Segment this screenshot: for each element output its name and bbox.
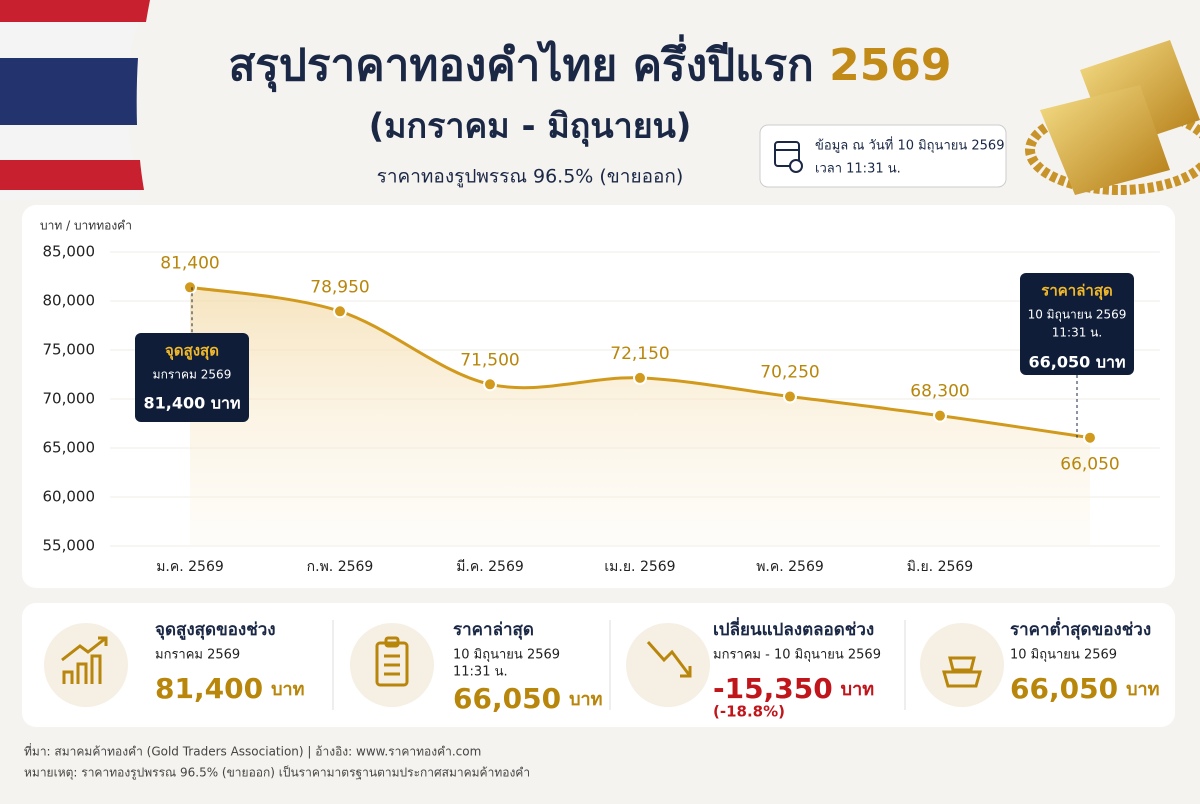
point bbox=[483, 377, 497, 392]
x-tick-label: ม.ค. 2569 bbox=[156, 559, 224, 575]
card-subtitle: 10 มิถุนายน 2569 bbox=[453, 648, 560, 663]
point bbox=[1083, 430, 1097, 445]
y-axis-label: บาท / บาททองคำ bbox=[40, 219, 132, 233]
card-title: ราคาต่ำสุดของช่วง bbox=[1010, 617, 1151, 640]
value-label: 72,150 bbox=[610, 344, 669, 364]
callout-value: 66,050 บาท bbox=[1029, 353, 1126, 372]
note: หมายเหตุ: ราคาทองรูปพรรณ 96.5% (ขายออก) … bbox=[24, 765, 530, 781]
source: ที่มา: สมาคมค้าทองคำ (Gold Traders Assoc… bbox=[24, 743, 481, 759]
y-tick-label: 85,000 bbox=[43, 243, 96, 261]
x-tick-label: ก.พ. 2569 bbox=[307, 559, 374, 575]
point bbox=[633, 370, 647, 385]
title-text: สรุปราคาทองคำไทย ครึ่งปีแรก bbox=[228, 34, 813, 93]
card-subtitle: มกราคม 2569 bbox=[155, 648, 240, 663]
as-of-time: เวลา 11:31 น. bbox=[815, 162, 901, 177]
y-tick-label: 55,000 bbox=[43, 537, 96, 555]
x-tick-label: มิ.ย. 2569 bbox=[907, 559, 973, 575]
card-panel bbox=[22, 603, 1175, 727]
callout-title: จุดสูงสุด bbox=[165, 342, 219, 361]
info-box bbox=[759, 124, 1007, 188]
card-change: (-18.8%) bbox=[713, 703, 785, 721]
card-unit: บาท bbox=[569, 689, 602, 710]
x-tick-label: มี.ค. 2569 bbox=[456, 559, 524, 575]
point bbox=[783, 389, 797, 404]
point bbox=[183, 280, 197, 295]
x-tick-label: พ.ค. 2569 bbox=[756, 559, 824, 575]
area bbox=[190, 287, 1090, 546]
card-subtitle: 11:31 น. bbox=[453, 665, 508, 680]
x-tick-label: เม.ย. 2569 bbox=[604, 559, 675, 575]
value-label: 68,300 bbox=[910, 382, 969, 402]
y-tick-label: 65,000 bbox=[43, 439, 96, 457]
callout-value: 81,400 บาท bbox=[144, 394, 241, 413]
card-value: 81,400 บาท bbox=[155, 672, 304, 705]
subtitle: ราคาทองรูปพรรณ 96.5% (ขายออก) bbox=[377, 166, 684, 188]
period: (มกราคม - มิถุนายน) bbox=[369, 107, 692, 148]
callout-box bbox=[135, 333, 249, 422]
callout-line-text: 11:31 น. bbox=[1052, 326, 1102, 340]
card-number: 81,400 bbox=[155, 672, 263, 705]
card-separators bbox=[332, 620, 906, 710]
card-unit: บาท bbox=[1126, 679, 1159, 700]
point bbox=[333, 304, 347, 319]
card-number: 66,050 bbox=[1010, 672, 1118, 705]
card-title: ราคาล่าสุด bbox=[453, 620, 534, 640]
card-subtitle: มกราคม - 10 มิถุนายน 2569 bbox=[713, 648, 881, 663]
value-label: 71,500 bbox=[460, 350, 519, 370]
point bbox=[933, 408, 947, 423]
y-tick-label: 60,000 bbox=[43, 488, 96, 506]
title-year: 2569 bbox=[829, 40, 951, 91]
callout-line-text: 10 มิถุนายน 2569 bbox=[1028, 308, 1127, 323]
card-title: เปลี่ยนแปลงตลอดช่วง bbox=[713, 617, 874, 640]
card-value: 66,050 บาท bbox=[453, 682, 602, 715]
plot: 55,000 60,000 65,000 70,000 75,000 80,000 85,0… bbox=[43, 243, 1160, 575]
value-label: 81,400 bbox=[160, 253, 219, 273]
flag bbox=[0, 0, 150, 200]
gold-decoration bbox=[1025, 40, 1200, 195]
card-icons bbox=[61, 636, 982, 688]
y-tick-label: 70,000 bbox=[43, 390, 96, 408]
value-label: 78,950 bbox=[310, 277, 369, 297]
card-number: -15,350 bbox=[713, 672, 833, 705]
card-unit: บาท bbox=[841, 679, 874, 700]
y-tick-label: 80,000 bbox=[43, 292, 96, 310]
callout-title: ราคาล่าสุด bbox=[1041, 282, 1112, 301]
card-number: 66,050 bbox=[453, 682, 561, 715]
value-label: 70,250 bbox=[760, 363, 819, 383]
calendar-icon bbox=[774, 141, 803, 173]
card-value: 66,050 บาท bbox=[1010, 672, 1159, 705]
y-tick-label: 75,000 bbox=[43, 341, 96, 359]
title: สรุปราคาทองคำไทย ครึ่งปีแรก 2569 bbox=[228, 34, 951, 93]
card-title: จุดสูงสุดของช่วง bbox=[155, 620, 276, 641]
card-value: -15,350 บาท bbox=[713, 672, 874, 705]
card-unit: บาท bbox=[271, 679, 304, 700]
value-label: 66,050 bbox=[1060, 455, 1119, 475]
callout-box bbox=[1020, 273, 1134, 375]
callout-line-text: มกราคม 2569 bbox=[153, 368, 232, 382]
as-of: ข้อมูล ณ วันที่ 10 มิถุนายน 2569 bbox=[815, 137, 1004, 154]
card-subtitle: 10 มิถุนายน 2569 bbox=[1010, 648, 1117, 663]
